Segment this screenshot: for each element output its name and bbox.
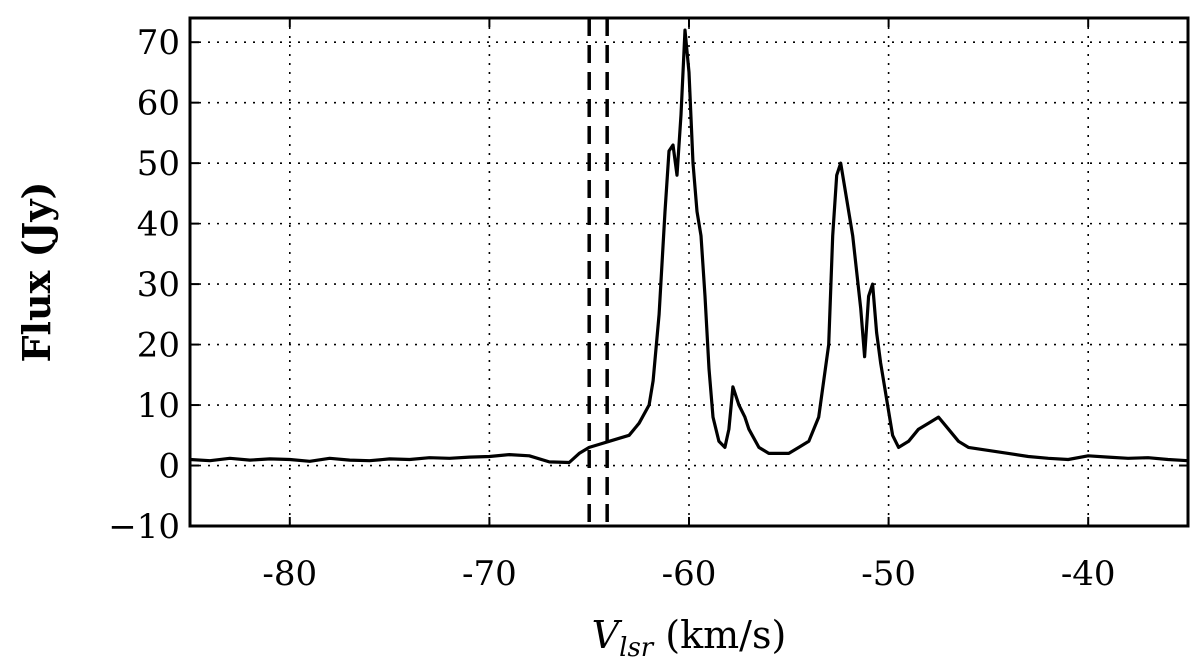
y-tick-label: 10 (137, 386, 180, 426)
y-tick-label: 20 (137, 326, 180, 366)
x-axis-label-unit: (km/s) (653, 613, 786, 657)
x-tick-labels: -80 -70 -60 -50 -40 (262, 554, 1115, 594)
y-tick-label: 40 (137, 205, 180, 245)
x-tick-label: -40 (1061, 554, 1116, 594)
y-tick-label: 30 (137, 265, 180, 305)
x-tick-label: -60 (662, 554, 717, 594)
x-tick-label: -50 (861, 554, 916, 594)
y-tick-label: −10 (108, 507, 180, 547)
x-axis-label: Vlsr (km/s) (592, 613, 787, 660)
x-tick-label: -70 (462, 554, 517, 594)
x-axis-label-main: V (592, 613, 623, 657)
series-line (189, 28, 1189, 465)
grid-layer (190, 18, 1188, 526)
tick-layer (190, 18, 1188, 527)
series-layer (189, 28, 1189, 465)
y-tick-label: 60 (137, 84, 180, 124)
x-tick-label: -80 (262, 554, 317, 594)
y-tick-label: 0 (158, 447, 180, 487)
y-axis-label: Flux (Jy) (14, 182, 59, 363)
y-tick-label: 70 (137, 23, 180, 63)
x-axis-label-sub: lsr (619, 633, 655, 660)
vertical-markers (587, 18, 609, 526)
y-tick-labels: −10 0 10 20 30 40 50 60 70 (108, 23, 180, 547)
y-tick-label: 50 (137, 144, 180, 184)
